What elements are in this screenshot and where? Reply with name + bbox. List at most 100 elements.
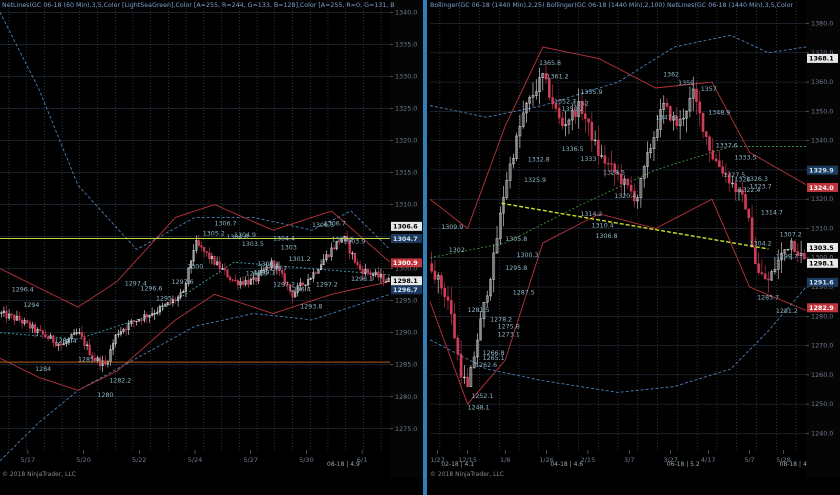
price-label: 1299.1 [254,269,276,276]
candle-body [633,190,636,202]
candle-body [153,313,156,315]
right-price-axis[interactable]: 1240.0 1250.0 1260.0 1270.0 1280.0 1290.0 1300… [806,20,833,438]
candle-body [31,324,34,329]
price-badge-text: 1306.6 [393,223,418,231]
candle-body [83,336,86,347]
price-label: 1297.6 [172,279,194,286]
candle-body [551,97,554,105]
left-candlesticks [0,231,390,373]
candle-body [351,252,354,255]
right-chart-panel[interactable]: 1309.9 1302 1281.5 1252.1 1248.1 1278.21275.8… [427,0,840,495]
bollinger-band-line [0,293,391,462]
candle-body [112,343,115,350]
candle-body [65,341,68,344]
candle-body [119,331,122,335]
y-tick-label: 1315.0 [395,169,417,177]
price-label: 1307.2 [780,232,802,239]
candle-body [197,240,200,246]
candle-body [158,306,161,313]
price-badge-text: 1324.0 [809,184,834,192]
candle-body [356,261,359,266]
candle-body [348,241,351,254]
candle-body [184,283,187,292]
price-label: 1298.9 [246,271,268,278]
left-contract-label: 08-18 | 4.9 [327,461,360,468]
candle-body [685,110,688,119]
right-bollinger-bands [429,34,807,405]
price-label: 1347.2 [656,115,678,122]
candle-body [603,155,607,164]
contract-label: 04-18 | 4.6 [550,461,583,468]
left-time-axis[interactable]: 5/17 5/20 5/22 5/24 5/27 5/30 6/1 [21,450,368,464]
price-label: 1362 [663,71,679,78]
candle-body [744,194,747,210]
price-label: 1304.9 [234,232,256,239]
y-tick-label: 1325.0 [395,104,417,112]
price-label: 1296.6 [140,285,162,292]
candle-body [382,274,385,282]
candle-body [299,282,302,287]
candle-body [528,97,532,104]
right-indicator-header: Bollinger(GC 06-18 (1440 Min),2,25) Boll… [430,2,793,9]
price-label: 1252.1 [471,393,493,400]
candle-body [515,135,518,159]
candle-body [13,314,16,321]
price-badge [807,53,838,63]
candle-body [210,255,213,259]
candle-body [273,260,276,269]
candle-body [489,279,492,297]
price-label: 1284 [35,366,51,373]
panel-divider[interactable] [423,0,427,495]
right-time-axis[interactable]: 1/27 12/15 1/8 1/26 2/15 3/7 3/27 4/17 5/7 5/28 [430,450,791,464]
candle-body [244,280,247,285]
candle-body [721,166,724,174]
y-tick-label: 1320.0 [395,137,417,145]
left-price-axis[interactable]: 1275.01280.01285.01290.01295.01300.01305… [390,8,417,433]
candle-body [304,284,307,286]
candle-body [75,332,78,334]
price-label: 1336.5 [562,146,584,153]
bollinger-band-line [0,204,391,308]
candle-body [466,376,469,387]
candle-body [78,332,81,334]
left-chart-panel[interactable]: 1296.4 1294 1284 1288.4 1285.5 1280 1282.2 1297… [0,0,423,495]
candle-body [192,250,195,262]
right-trendline[interactable] [501,202,769,250]
candle-body [492,252,496,280]
price-badge-text: 1298.1 [809,260,834,268]
candle-body [52,335,55,343]
candle-body [47,336,50,339]
price-label: 1333.5 [735,155,757,162]
candle-body [294,292,297,298]
y-tick-label: 1300.0 [811,254,833,262]
candle-body [708,136,711,151]
candle-body [93,357,96,361]
right-price-axis-bg [806,0,840,477]
price-badge-text: 1282.9 [809,304,834,312]
price-label: 1309.9 [441,224,463,231]
price-label: 1295.8 [505,265,527,272]
candle-body [309,277,312,280]
candle-body [525,102,528,114]
candle-body [554,103,558,109]
price-badge-text: 1368.1 [809,55,834,63]
candle-body [10,313,13,316]
candle-body [364,269,367,275]
candle-body [8,313,11,319]
candle-body [649,148,652,153]
candle-body [143,314,146,321]
candle-body [283,273,286,285]
x-tick-label: 1/26 [539,456,554,464]
price-label: 1310.4 [592,222,614,229]
price-label: 1305.2 [203,230,225,237]
candle-body [691,88,695,99]
candle-body [327,254,330,257]
candle-body [369,272,372,276]
candle-body [353,252,356,263]
candle-body [216,261,219,265]
candle-body [476,339,479,358]
candle-body [151,313,154,316]
price-label: 1301.2 [289,256,311,263]
price-badge [391,276,422,286]
